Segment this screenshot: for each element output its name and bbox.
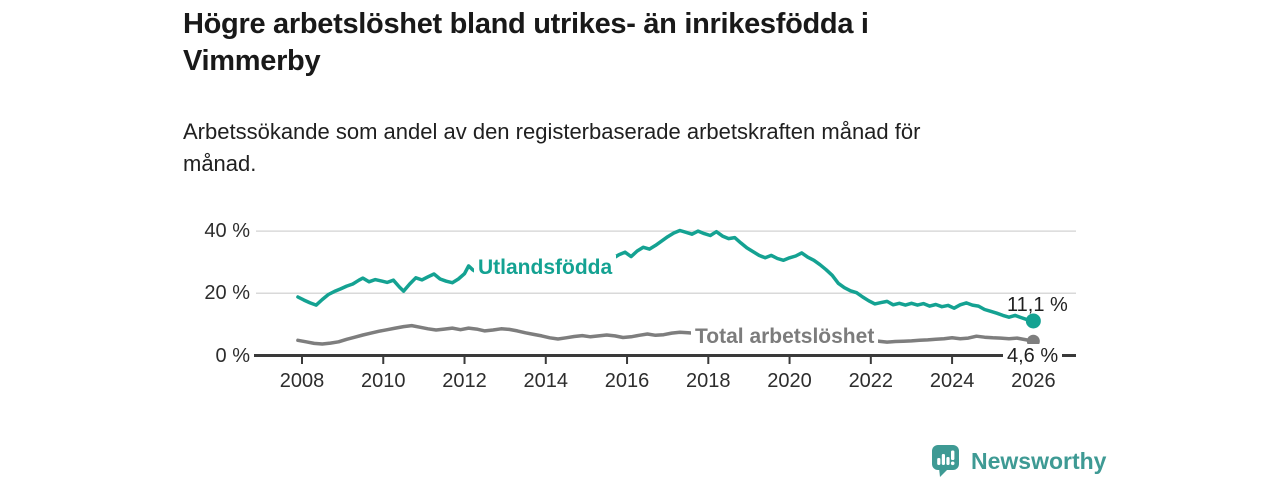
series-label-total-arbetsloshet: Total arbetslöshet: [691, 324, 879, 350]
x-axis-label: 2016: [604, 370, 650, 392]
page-title: Högre arbetslöshet bland utrikes- än inr…: [183, 6, 1083, 80]
line-utlandsf-dda: [296, 228, 1036, 323]
x-axis-label: 2022: [848, 370, 894, 392]
page-title-line-2: Vimmerby: [183, 45, 321, 77]
x-axis-label: 2010: [361, 370, 406, 392]
x-axis-label: 2008: [279, 370, 325, 392]
x-axis-label: 2026: [1011, 370, 1056, 392]
series-label-utlandsfodda: Utlandsfödda: [474, 255, 617, 281]
x-axis-label: 2018: [686, 370, 731, 392]
y-axis-label: 40 %: [204, 220, 250, 243]
bar-chart-speech-bubble-icon: [932, 445, 959, 477]
page-subtitle-line-1: Arbetssökande som andel av den registerb…: [183, 119, 921, 144]
x-axis-label: 2024: [929, 370, 975, 392]
y-axis-label: 20 %: [204, 282, 250, 305]
page-subtitle-line-2: månad.: [183, 151, 257, 176]
page-subtitle: Arbetssökande som andel av den registerb…: [183, 116, 1063, 180]
end-point-dot: [1025, 313, 1041, 329]
newsworthy-logo[interactable]: Newsworthy: [930, 444, 1106, 478]
end-value-label-utlandsfodda: 11,1 %: [1007, 294, 1068, 316]
line-total-arbetsl-shet: [296, 323, 1036, 346]
page-title-line-1: Högre arbetslöshet bland utrikes- än inr…: [183, 8, 869, 40]
x-axis-label: 2020: [767, 370, 812, 392]
x-axis-label: 2014: [523, 370, 569, 392]
y-axis-label: 0 %: [215, 344, 250, 367]
newsworthy-logo-text: Newsworthy: [971, 448, 1107, 474]
end-value-label-total-arbetsloshet: 4,6 %: [1003, 344, 1063, 368]
x-axis-label: 2012: [442, 370, 487, 392]
